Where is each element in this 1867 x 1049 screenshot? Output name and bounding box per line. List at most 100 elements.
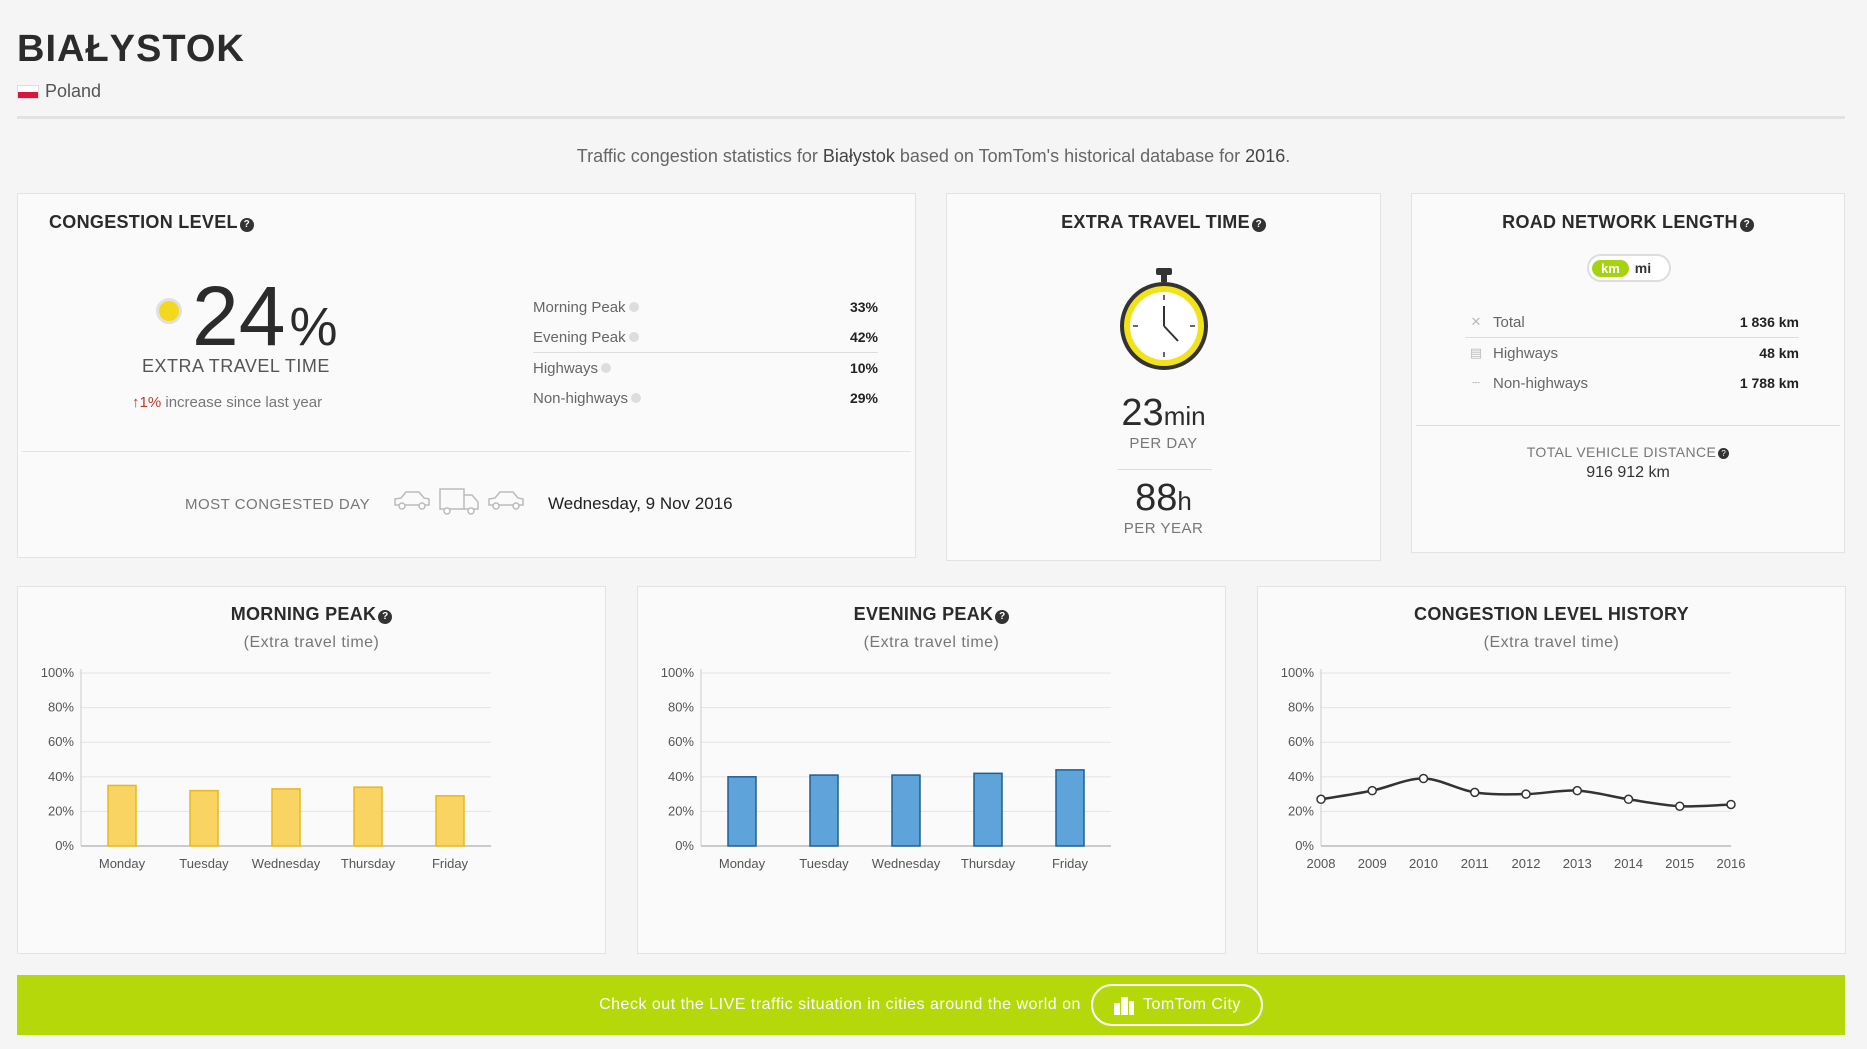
per-day-label: PER DAY (1129, 435, 1198, 452)
bar (973, 772, 1003, 847)
congestion-value: 24 % (156, 274, 338, 358)
total-vehicle-distance-label: TOTAL VEHICLE DISTANCE? (1412, 444, 1844, 460)
x-tick-label: Tuesday (799, 856, 849, 871)
congestion-percent-unit: % (289, 297, 338, 357)
data-point (1623, 794, 1634, 805)
congestion-level-card: CONGESTION LEVEL? 24 % EXTRA TRAVEL TIME… (17, 193, 916, 558)
congestion-history-title: CONGESTION LEVEL HISTORY (1414, 604, 1689, 624)
congestion-breakdown-table: Morning Peak 33% Evening Peak 42% Highwa… (533, 292, 878, 413)
non-highway-icon: ┄ (1472, 375, 1480, 390)
y-tick-label: 60% (668, 734, 694, 749)
bar (435, 795, 465, 847)
network-icon: ✕ (1470, 314, 1482, 329)
tomtom-city-button[interactable]: TomTom City (1090, 984, 1263, 1026)
extra-travel-time-card: EXTRA TRAVEL TIME? 23min PER DAY 88h PER… (946, 193, 1381, 561)
x-tick-label: Friday (432, 856, 469, 871)
breakdown-label: Non-highways (533, 389, 642, 407)
vehicles-icon-group (392, 487, 526, 517)
info-icon[interactable] (631, 392, 642, 403)
help-icon[interactable]: ? (1739, 218, 1754, 232)
info-icon[interactable] (628, 331, 639, 342)
road-row: ┄ Non-highways 1 788 km (1465, 368, 1799, 398)
y-tick-label: 60% (1288, 734, 1314, 749)
arrow-up-icon: ↑ (132, 394, 140, 411)
y-tick-label: 60% (48, 734, 74, 749)
car-icon (488, 491, 524, 510)
y-tick-label: 20% (48, 803, 74, 818)
breakdown-label-text: Non-highways (533, 389, 629, 407)
y-tick-label: 0% (55, 838, 74, 853)
info-icon[interactable] (628, 301, 639, 312)
help-icon[interactable]: ? (1718, 448, 1730, 459)
y-tick-label: 80% (668, 700, 694, 715)
congestion-level-dot-icon (156, 298, 182, 324)
help-icon[interactable]: ? (378, 610, 393, 624)
unit-toggle[interactable]: km mi (1587, 254, 1671, 282)
breakdown-label-text: Highways (533, 359, 599, 377)
road-network-table: ✕ Total 1 836 km ▤ Highways 48 km ┄ Non-… (1465, 307, 1799, 398)
evening-title-text: EVENING PEAK (853, 604, 994, 624)
intro-middle: based on TomTom's historical database fo… (894, 146, 1246, 166)
country-name: Poland (45, 81, 102, 101)
bar (353, 786, 383, 847)
breakdown-value: 42% (849, 329, 878, 345)
card-divider (1117, 469, 1212, 470)
road-row: ▤ Highways 48 km (1465, 338, 1799, 368)
y-tick-label: 80% (48, 700, 74, 715)
data-point (1367, 785, 1377, 796)
unit-km-option[interactable]: km (1592, 259, 1629, 277)
help-icon[interactable]: ? (995, 610, 1010, 624)
info-icon[interactable] (601, 362, 612, 373)
y-tick-label: 100% (41, 665, 75, 680)
breakdown-label: Evening Peak (533, 329, 639, 346)
live-traffic-banner: Check out the LIVE traffic situation in … (17, 975, 1845, 1035)
data-point (1316, 794, 1326, 805)
road-divider (1465, 337, 1799, 338)
congestion-history-chart: 0% 20% 40% 60% 80% 100% 2008 2009 2010 2011 2012 20… (1281, 665, 1746, 871)
data-point (1726, 799, 1736, 810)
x-tick-label: Thursday (961, 856, 1016, 871)
evening-peak-subtitle: (Extra travel time) (863, 634, 1000, 651)
per-year-number: 88 (1135, 477, 1178, 519)
breakdown-label-text: Evening Peak (533, 328, 626, 346)
tomtom-city-label[interactable]: TomTom City (1142, 996, 1241, 1013)
help-icon[interactable]: ? (239, 218, 254, 232)
morning-peak-title: MORNING PEAK? (18, 604, 605, 625)
breakdown-row: Highways 10% (533, 353, 878, 383)
page-header: BIAŁYSTOK Poland (17, 28, 245, 102)
x-tick-label: 2016 (1717, 856, 1746, 871)
road-value: 48 km (1759, 345, 1799, 361)
data-point (1572, 785, 1582, 796)
city-title: BIAŁYSTOK (17, 28, 245, 70)
evening-peak-card: 0% 20% 40% 60% 80% 100% Monday Tuesday Wednesday… (637, 586, 1226, 954)
highway-icon: ▤ (1469, 345, 1483, 360)
congestion-history-card: 0% 20% 40% 60% 80% 100% 2008 2009 2010 2011 2012 20… (1257, 586, 1846, 954)
data-point (1521, 789, 1531, 799)
y-tick-label: 20% (1288, 803, 1314, 818)
x-tick-label: 2015 (1665, 856, 1694, 871)
morning-peak-subtitle: (Extra travel time) (243, 634, 380, 651)
evening-peak-chart: 0% 20% 40% 60% 80% 100% Monday Tuesday Wednesday… (661, 665, 1111, 871)
yearly-change: ↑1% increase since last year (132, 394, 322, 411)
x-tick-label: Thursday (341, 856, 396, 871)
x-tick-label: Friday (1052, 856, 1089, 871)
y-tick-label: 100% (661, 665, 695, 680)
road-value: 1 788 km (1739, 375, 1799, 391)
x-tick-label: Monday (99, 856, 146, 871)
y-tick-label: 100% (1281, 665, 1315, 680)
bar (189, 789, 219, 847)
bar (809, 774, 839, 847)
x-tick-label: 2008 (1307, 856, 1336, 871)
total-vehicle-distance-value: 916 912 km (1586, 464, 1670, 481)
road-label: Non-highways (1493, 374, 1589, 392)
banner-text: Check out the LIVE traffic situation in … (599, 996, 1081, 1013)
y-tick-label: 80% (1288, 700, 1314, 715)
road-value: 1 836 km (1739, 314, 1799, 330)
help-icon[interactable]: ? (1251, 218, 1266, 232)
per-year-value: 88h (947, 477, 1380, 520)
morning-title-text: MORNING PEAK (230, 604, 377, 624)
unit-mi-option[interactable]: mi (1634, 260, 1652, 276)
tvd-label-text: TOTAL VEHICLE DISTANCE (1526, 444, 1717, 460)
x-tick-label: 2010 (1409, 856, 1438, 871)
header-divider (17, 116, 1845, 119)
